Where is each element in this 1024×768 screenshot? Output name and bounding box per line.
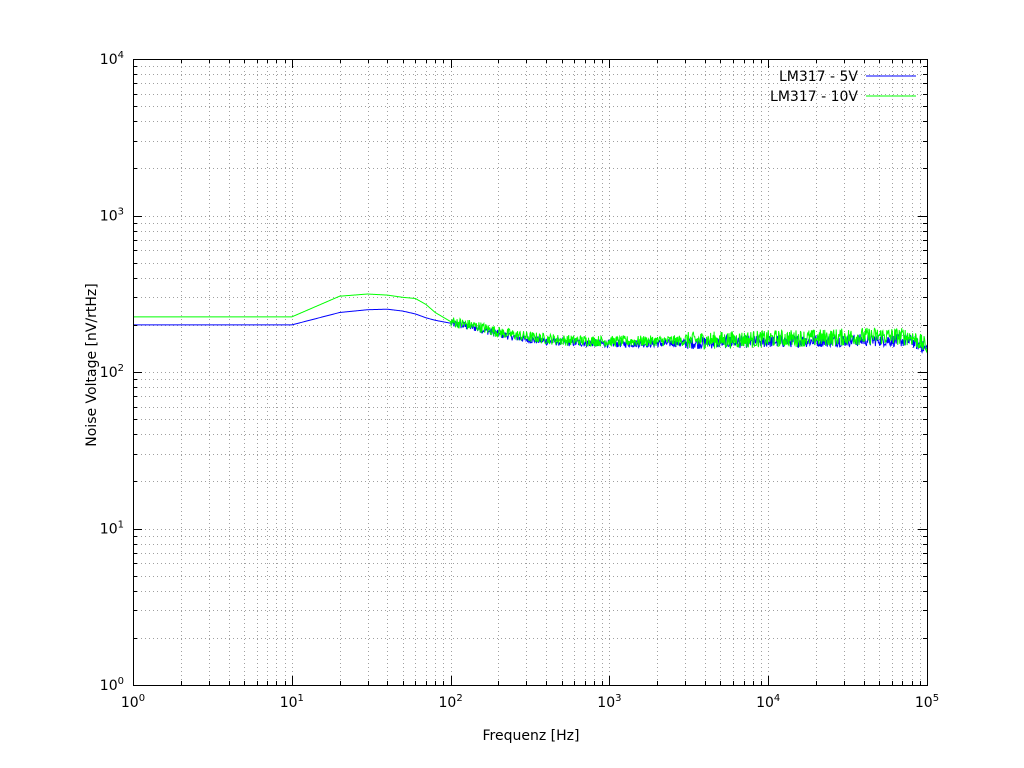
- x-tick-label: 104: [756, 693, 780, 711]
- y-tick-label: 100: [100, 676, 124, 694]
- y-axis-label: Noise Voltage [nV/rtHz]: [84, 283, 100, 446]
- ticks: [133, 59, 927, 686]
- series-line-1: [133, 308, 928, 354]
- y-tick-label: 104: [100, 50, 124, 68]
- y-tick-label: 103: [100, 207, 124, 225]
- y-tick-label: 102: [100, 363, 124, 381]
- x-tick-label: 100: [121, 693, 145, 711]
- tick-labels: 100 101 102 103 104 105 100 101 102 103 104: [100, 50, 939, 711]
- grid: [133, 59, 927, 685]
- x-tick-label: 101: [280, 693, 304, 711]
- x-tick-label: 105: [915, 693, 939, 711]
- legend-label-1: LM317 - 5V: [779, 69, 858, 85]
- x-tick-label: 103: [597, 693, 621, 711]
- y-tick-label: 101: [100, 520, 124, 538]
- series-line-2: [133, 293, 928, 354]
- legend-label-2: LM317 - 10V: [770, 89, 858, 105]
- legend: LM317 - 5V LM317 - 10V: [770, 69, 916, 105]
- x-axis-label: Frequenz [Hz]: [483, 728, 580, 744]
- x-tick-label: 102: [438, 693, 462, 711]
- series-layer: [133, 293, 928, 354]
- plot-frame: [133, 59, 928, 686]
